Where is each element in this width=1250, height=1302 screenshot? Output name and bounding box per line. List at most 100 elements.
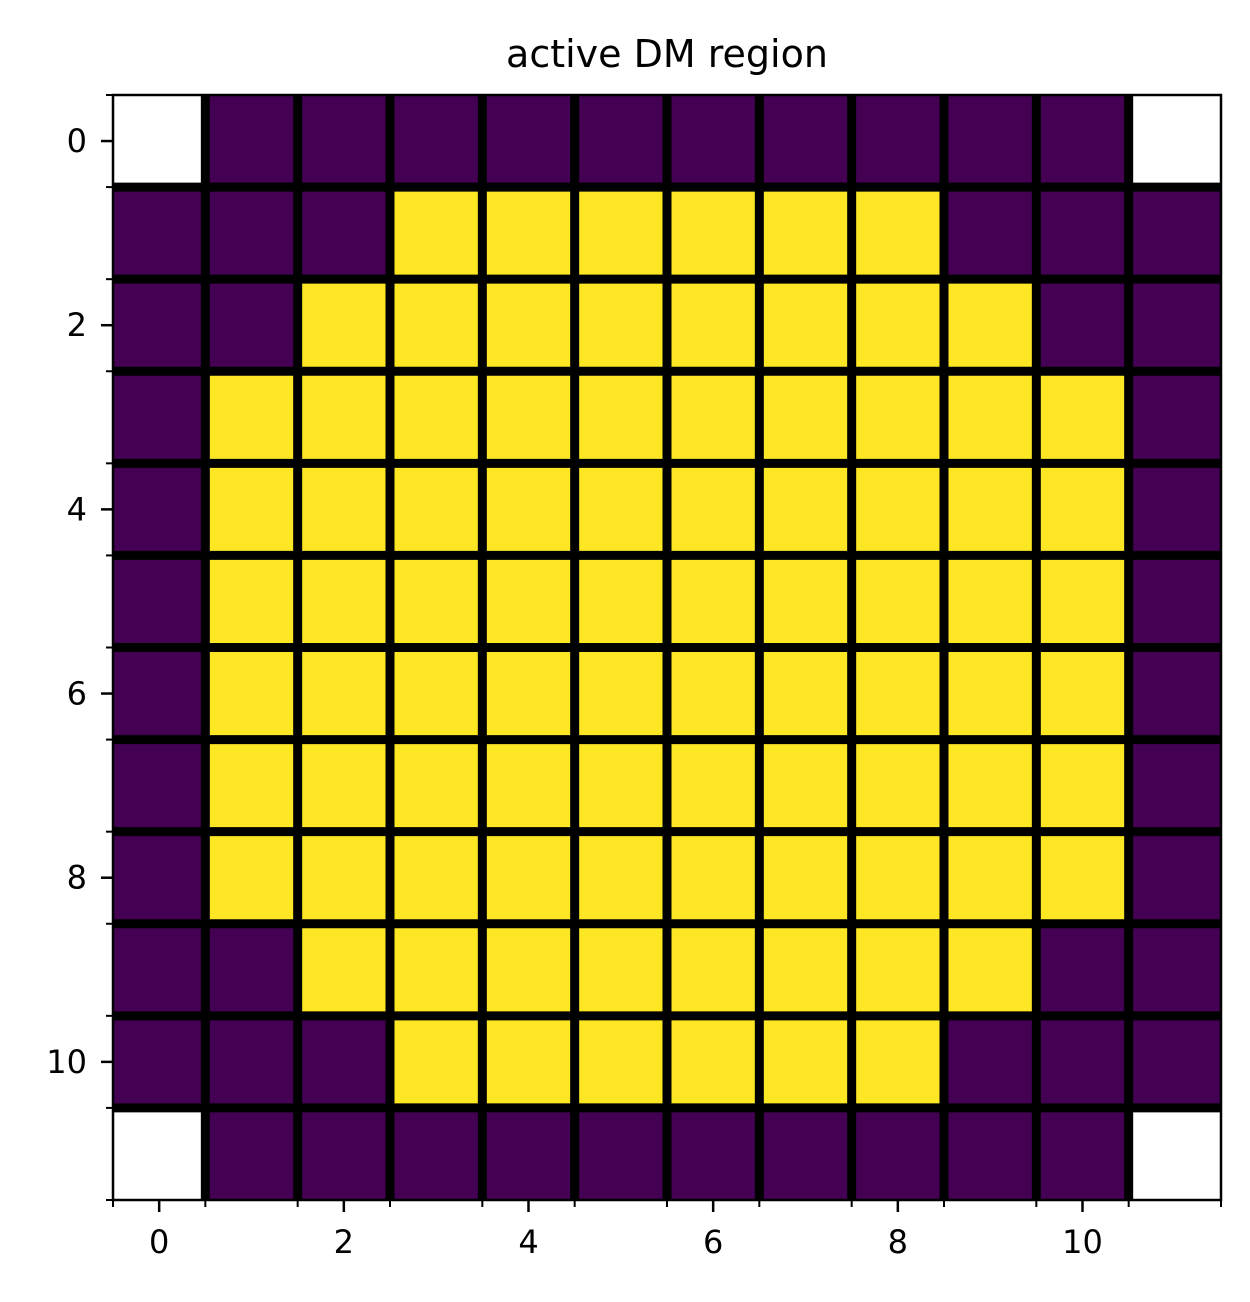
chart-title: active DM region xyxy=(506,32,828,76)
heatmap-cell-active xyxy=(482,923,576,1017)
heatmap-cell-inactive xyxy=(205,95,299,188)
heatmap-cell-active xyxy=(759,923,853,1017)
heatmap-cell-active xyxy=(297,739,391,833)
heatmap-cell-active xyxy=(482,739,576,833)
heatmap-cell-active xyxy=(1036,371,1130,464)
heatmap-cell-active xyxy=(574,923,668,1017)
x-tick-label: 2 xyxy=(334,1223,354,1261)
heatmap-cell-missing xyxy=(1128,1107,1222,1201)
heatmap-cell-active xyxy=(759,463,853,556)
y-tick-label: 10 xyxy=(46,1043,87,1081)
axis-ticks xyxy=(101,94,1222,1212)
heatmap-cell-active xyxy=(390,647,483,741)
heatmap-cell-active xyxy=(759,831,853,925)
heatmap-cell-inactive xyxy=(297,187,391,280)
heatmap-cell-active xyxy=(205,647,299,741)
heatmap-cell-inactive xyxy=(1036,923,1130,1017)
heatmap-cell-active xyxy=(482,831,576,925)
heatmap-cell-active xyxy=(297,647,391,741)
heatmap-cell-inactive xyxy=(1128,1015,1222,1109)
heatmap-cell-inactive xyxy=(113,739,206,833)
cell-grid-lines xyxy=(113,95,1221,1200)
y-tick-label: 0 xyxy=(67,122,87,160)
heatmap-cell-active xyxy=(390,1015,483,1109)
heatmap-cell-inactive xyxy=(205,1107,299,1201)
heatmap-cell-active xyxy=(667,1015,760,1109)
y-tick-label: 2 xyxy=(67,306,87,344)
heatmap-cell-active xyxy=(667,923,760,1017)
heatmap-cell-active xyxy=(297,555,391,648)
heatmap-cell-inactive xyxy=(205,187,299,280)
heatmap-cell-active xyxy=(851,647,945,741)
heatmap-cell-active xyxy=(482,647,576,741)
heatmap-cell-active xyxy=(851,463,945,556)
heatmap-cell-active xyxy=(667,739,760,833)
heatmap-cell-active xyxy=(759,1015,853,1109)
heatmap-cell-missing xyxy=(113,95,206,188)
heatmap-cell-inactive xyxy=(1036,1015,1130,1109)
heatmap-cell-inactive xyxy=(1128,831,1222,925)
heatmap-cell-inactive xyxy=(1128,371,1222,464)
heatmap-cell-active xyxy=(667,831,760,925)
heatmap-cell-inactive xyxy=(113,831,206,925)
heatmap-cell-inactive xyxy=(205,279,299,372)
heatmap-cell-active xyxy=(759,187,853,280)
heatmap-cell-active xyxy=(205,831,299,925)
x-tick-label: 4 xyxy=(518,1223,538,1261)
heatmap-cell-inactive xyxy=(1036,279,1130,372)
heatmap-cell-inactive xyxy=(1128,279,1222,372)
heatmap-cell-inactive xyxy=(113,647,206,741)
heatmap-cell-inactive xyxy=(1128,923,1222,1017)
heatmap-cell-active xyxy=(574,555,668,648)
heatmap-cell-inactive xyxy=(851,95,945,188)
heatmap-cell-active xyxy=(944,647,1037,741)
heatmap-cell-inactive xyxy=(944,95,1037,188)
heatmap-cell-inactive xyxy=(113,555,206,648)
heatmap-cell-active xyxy=(482,1015,576,1109)
heatmap-cell-inactive xyxy=(113,1015,206,1109)
heatmap-cell-active xyxy=(944,739,1037,833)
heatmap-cell-active xyxy=(482,279,576,372)
heatmap-cell-active xyxy=(390,279,483,372)
heatmap-cell-active xyxy=(944,555,1037,648)
heatmap-cell-active xyxy=(390,555,483,648)
heatmap-cell-inactive xyxy=(205,1015,299,1109)
heatmap-cell-active xyxy=(297,831,391,925)
heatmap-cell-active xyxy=(667,555,760,648)
heatmap-cell-active xyxy=(205,371,299,464)
heatmap-cell-inactive xyxy=(1128,555,1222,648)
heatmap-cell-active xyxy=(482,371,576,464)
heatmap-cell-inactive xyxy=(482,95,576,188)
heatmap-cell-active xyxy=(574,463,668,556)
heatmap-cells xyxy=(113,95,1222,1201)
heatmap-cell-active xyxy=(851,279,945,372)
heatmap-cell-active xyxy=(667,647,760,741)
heatmap-cell-active xyxy=(1036,647,1130,741)
heatmap-cell-inactive xyxy=(390,1107,483,1201)
heatmap-cell-active xyxy=(759,371,853,464)
heatmap-cell-inactive xyxy=(482,1107,576,1201)
heatmap-cell-active xyxy=(574,1015,668,1109)
heatmap-cell-active xyxy=(667,187,760,280)
x-tick-label: 8 xyxy=(888,1223,908,1261)
heatmap-cell-active xyxy=(851,187,945,280)
heatmap-cell-active xyxy=(944,831,1037,925)
heatmap-cell-inactive xyxy=(1128,739,1222,833)
heatmap-cell-inactive xyxy=(113,279,206,372)
heatmap-cell-active xyxy=(574,279,668,372)
heatmap-cell-active xyxy=(574,647,668,741)
heatmap-cell-active xyxy=(1036,555,1130,648)
heatmap-cell-inactive xyxy=(113,923,206,1017)
heatmap-cell-active xyxy=(759,279,853,372)
heatmap-cell-inactive xyxy=(297,95,391,188)
heatmap-cell-inactive xyxy=(944,1107,1037,1201)
heatmap-cell-active xyxy=(297,923,391,1017)
heatmap-cell-inactive xyxy=(667,1107,760,1201)
heatmap-cell-active xyxy=(944,279,1037,372)
heatmap-cell-active xyxy=(944,371,1037,464)
heatmap-cell-active xyxy=(297,371,391,464)
heatmap-cell-active xyxy=(390,923,483,1017)
heatmap-cell-inactive xyxy=(113,463,206,556)
y-tick-label: 8 xyxy=(67,859,87,897)
